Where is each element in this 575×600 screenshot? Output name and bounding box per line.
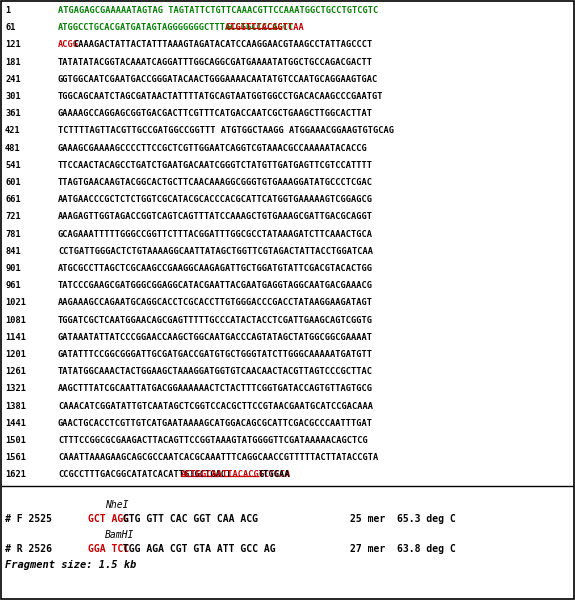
Text: GAAAAGCCAGGAGCGGTGACGACTTCGTTTCATGACCAATCGCTGAAGCTTGGCACTTAT: GAAAAGCCAGGAGCGGTGACGACTTCGTTTCATGACCAAT… (58, 109, 373, 118)
Text: 61: 61 (5, 23, 16, 32)
Text: ATGCGCCTTAGCTCGCAAGCCGAAGGCAAGAGATTGCTGGATGTATTCGACGTACACTGG: ATGCGCCTTAGCTCGCAAGCCGAAGGCAAGAGATTGCTGG… (58, 264, 373, 273)
Text: GTGGAA: GTGGAA (259, 470, 290, 479)
Text: 481: 481 (5, 143, 21, 152)
Text: 1381: 1381 (5, 401, 26, 410)
Text: ACTGGCAATTACACGTCTCCA: ACTGGCAATTACACGTCTCCA (181, 470, 291, 479)
Text: CAAATTAAAGAAGCAGCGCCAATCACGCAAATTTCAGGCAACCGTTTTTACTTATACCGTA: CAAATTAAAGAAGCAGCGCCAATCACGCAAATTTCAGGCA… (58, 453, 378, 462)
Text: TTAGTGAACAAGTACGGCACTGCTTCAACAAAGGCGGGTGTGAAAGGATATGCCCTCGAC: TTAGTGAACAAGTACGGCACTGCTTCAACAAAGGCGGGTG… (58, 178, 373, 187)
Text: 361: 361 (5, 109, 21, 118)
Text: 1261: 1261 (5, 367, 26, 376)
Text: 661: 661 (5, 195, 21, 204)
Text: TATATATACGGTACAAATCAGGATTTGGCAGGCGATGAAAATATGGCTGCCAGACGACTT: TATATATACGGTACAAATCAGGATTTGGCAGGCGATGAAA… (58, 58, 373, 67)
Text: GATAAATATTATCCCGGAACCAAGCTGGCAATGACCCAGTATAGCTATGGCGGCGAAAAT: GATAAATATTATCCCGGAACCAAGCTGGCAATGACCCAGT… (58, 333, 373, 342)
Text: 421: 421 (5, 127, 21, 136)
Text: 1: 1 (5, 6, 10, 15)
Text: 1441: 1441 (5, 419, 26, 428)
Text: AAGCTTTATCGCAATTATGACGGAAAAAACTCTACTTTCGGTGATACCAGTGTTAGTGCG: AAGCTTTATCGCAATTATGACGGAAAAAACTCTACTTTCG… (58, 385, 373, 394)
Text: 301: 301 (5, 92, 21, 101)
Text: 181: 181 (5, 58, 21, 67)
Text: 25 mer  65.3 deg C: 25 mer 65.3 deg C (350, 514, 456, 524)
Text: # F 2525: # F 2525 (5, 514, 52, 524)
Text: 1321: 1321 (5, 385, 26, 394)
Text: GAAAGCGAAAAGCCCCTTCCGCTCGTTGGAATCAGGTCGTAAACGCCAAAAATACACCG: GAAAGCGAAAAGCCCCTTCCGCTCGTTGGAATCAGGTCGT… (58, 143, 368, 152)
Text: ACGG: ACGG (58, 40, 79, 49)
Text: 781: 781 (5, 230, 21, 239)
Text: 1561: 1561 (5, 453, 26, 462)
Text: GTG GTT CAC GGT CAA ACG: GTG GTT CAC GGT CAA ACG (117, 514, 258, 524)
Text: GTGGTTCACGGTCAA: GTGGTTCACGGTCAA (225, 23, 304, 32)
Text: 1021: 1021 (5, 298, 26, 307)
Text: 121: 121 (5, 40, 21, 49)
Text: TATATGGCAAACTACTGGAAGCTAAAGGATGGTGTCAACAACTACGTTAGTCCCGCTTAC: TATATGGCAAACTACTGGAAGCTAAAGGATGGTGTCAACA… (58, 367, 373, 376)
Text: TTCCAACTACAGCCTGATCTGAATGACAATCGGGTCTATGTTGATGAGTTCGTCCATTTT: TTCCAACTACAGCCTGATCTGAATGACAATCGGGTCTATG… (58, 161, 373, 170)
Text: 1081: 1081 (5, 316, 26, 325)
Text: CAAACATCGGATATTGTCAATAGCTCGGTCCACGCTTCCGTAACGAATGCATCCGACAAA: CAAACATCGGATATTGTCAATAGCTCGGTCCACGCTTCCG… (58, 401, 373, 410)
Text: TGGCAGCAATCTAGCGATAACTATTTTATGCAGTAATGGTGGCCTGACACAAGCCCGAATGT: TGGCAGCAATCTAGCGATAACTATTTTATGCAGTAATGGT… (58, 92, 384, 101)
Text: GATATTTCCGGCGGGATTGCGATGACCGATGTGCTGGGTATCTTGGGCAAAAATGATGTT: GATATTTCCGGCGGGATTGCGATGACCGATGTGCTGGGTA… (58, 350, 373, 359)
Text: ATGAGAGCGAAAAATAGTAG TAGTATTCTGTTCAAACGTTCCAAATGGCTGCCTGTCGTC: ATGAGAGCGAAAAATAGTAG TAGTATTCTGTTCAAACGT… (58, 6, 378, 15)
Text: 541: 541 (5, 161, 21, 170)
Text: 241: 241 (5, 75, 21, 84)
Text: 601: 601 (5, 178, 21, 187)
Text: 721: 721 (5, 212, 21, 221)
Text: 27 mer  63.8 deg C: 27 mer 63.8 deg C (350, 544, 456, 554)
Text: TGG AGA CGT GTA ATT GCC AG: TGG AGA CGT GTA ATT GCC AG (117, 544, 276, 554)
Text: NheI: NheI (105, 500, 128, 509)
Text: CTTTCCGGCGCGAAGACTTACAGTTCCGGTAAAGTATGGGGTTCGATAAAAACAGCTCG: CTTTCCGGCGCGAAGACTTACAGTTCCGGTAAAGTATGGG… (58, 436, 368, 445)
Text: AAAGAGTTGGTAGACCGGTCAGTCAGTTTATCCAAAGCTGTGAAAGCGATTGACGCAGGT: AAAGAGTTGGTAGACCGGTCAGTCAGTTTATCCAAAGCTG… (58, 212, 373, 221)
Text: GGTGGCAATCGAATGACCGGGATACAACTGGGAAAACAATATGTCCAATGCAGGAAGTGAC: GGTGGCAATCGAATGACCGGGATACAACTGGGAAAACAAT… (58, 75, 378, 84)
Text: GCT AGC: GCT AGC (88, 514, 129, 524)
Text: TCTTTTAGTTACGTTGCCGATGGCCGGTTT ATGTGGCTAAGG ATGGAAACGGAAGTGTGCAG: TCTTTTAGTTACGTTGCCGATGGCCGGTTT ATGTGGCTA… (58, 127, 394, 136)
Text: ATGGCCTGCACGATGATAGTAGGGGGGGCTTTACCTGCTCCAGCT: ATGGCCTGCACGATGATAGTAGGGGGGGCTTTACCTGCTC… (58, 23, 294, 32)
Text: 901: 901 (5, 264, 21, 273)
Text: GGA TCC: GGA TCC (88, 544, 129, 554)
Text: TGGATCGCTCAATGGAACAGCGAGTTTTTGCCCATACTACCTCGATTGAAGCAGTCGGTG: TGGATCGCTCAATGGAACAGCGAGTTTTTGCCCATACTAC… (58, 316, 373, 325)
Text: 841: 841 (5, 247, 21, 256)
Text: 1141: 1141 (5, 333, 26, 342)
Text: 961: 961 (5, 281, 21, 290)
Text: 1621: 1621 (5, 470, 26, 479)
Text: CCGCCTTTGACGGCATATCACATTGTGCTGACT: CCGCCTTTGACGGCATATCACATTGTGCTGACT (58, 470, 231, 479)
Text: BamHI: BamHI (105, 530, 135, 539)
Text: Fragment size: 1.5 kb: Fragment size: 1.5 kb (5, 560, 136, 569)
Text: GAACTGCACCTCGTTGTCATGAATAAAAGCATGGACAGCGCATTCGACGCCCAATTTGAT: GAACTGCACCTCGTTGTCATGAATAAAAGCATGGACAGCG… (58, 419, 373, 428)
Text: 1501: 1501 (5, 436, 26, 445)
Text: GCAGAAATTTTTGGGCCGGTTCTTTACGGATTTGGCGCCTATAAAGATCTTCAAACTGCA: GCAGAAATTTTTGGGCCGGTTCTTTACGGATTTGGCGCCT… (58, 230, 373, 239)
Text: # R 2526: # R 2526 (5, 544, 52, 554)
Text: TATCCCGAAGCGATGGGCGGAGGCATACGAATTACGAATGAGGTAGGCAATGACGAAACG: TATCCCGAAGCGATGGGCGGAGGCATACGAATTACGAATG… (58, 281, 373, 290)
Text: AAGAAAGCCAGAATGCAGGCACCTCGCACCTTGTGGGACCCGACCTATAAGGAAGATAGT: AAGAAAGCCAGAATGCAGGCACCTCGCACCTTGTGGGACC… (58, 298, 373, 307)
Text: CAAAGACTATTACTATTTAAAGTAGATACATCCAAGGAACGTAAGCCTATTAGCCCT: CAAAGACTATTACTATTTAAAGTAGATACATCCAAGGAAC… (73, 40, 372, 49)
Text: CCTGATTGGGACTCTGTAAAAGGCAATTATAGCTGGTTCGTAGACTATTACCTGGATCAA: CCTGATTGGGACTCTGTAAAAGGCAATTATAGCTGGTTCG… (58, 247, 373, 256)
Text: 1201: 1201 (5, 350, 26, 359)
Text: AATGAACCCGCTCTCTGGTCGCATACGCACCCACGCATTCATGGTGAAAAAGTCGGAGCG: AATGAACCCGCTCTCTGGTCGCATACGCACCCACGCATTC… (58, 195, 373, 204)
